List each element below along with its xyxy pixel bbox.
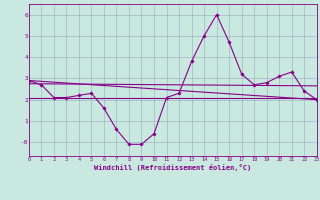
X-axis label: Windchill (Refroidissement éolien,°C): Windchill (Refroidissement éolien,°C): [94, 164, 252, 171]
